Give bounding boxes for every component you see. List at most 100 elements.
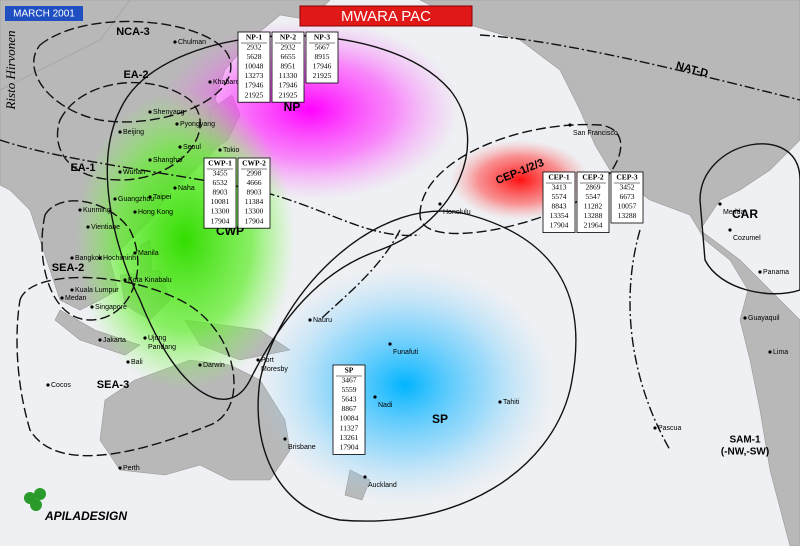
region-label: NP [284, 100, 301, 114]
frequency: 13273 [245, 71, 264, 80]
city-dot [175, 122, 179, 126]
city-label: Naha [178, 185, 195, 192]
city-dot [118, 170, 122, 174]
frequency: 17904 [340, 443, 359, 452]
city-dot [113, 197, 117, 201]
city-label: Merida [723, 209, 745, 216]
city-label: Jakarta [103, 337, 126, 344]
city-label: Wuhan [123, 169, 145, 176]
city-label: Bangkok [75, 255, 103, 262]
frequency: 8903 [247, 188, 262, 197]
city-label: Tahiti [503, 399, 520, 406]
city-label: Hong Kong [138, 209, 173, 216]
table-header: CEP-1 [548, 173, 569, 182]
frequency: 5667 [315, 42, 330, 51]
city-label: Pyongyang [180, 121, 215, 128]
city-label: Port [261, 357, 274, 364]
city-dot [173, 40, 177, 44]
city-label: Guayaquil [748, 315, 780, 322]
city-dot [148, 158, 152, 162]
frequency: 13288 [618, 211, 637, 220]
city-dot [256, 358, 260, 362]
city-dot [173, 186, 177, 190]
frequency: 5559 [342, 385, 357, 394]
frequency: 13261 [340, 433, 359, 442]
table-header: CWP-2 [242, 159, 266, 168]
frequency: 21925 [313, 71, 332, 80]
city-label: Darwin [203, 362, 225, 369]
city-label: Kota Kinabalu [128, 277, 172, 284]
city-dot [438, 202, 442, 206]
frequency: 8915 [315, 52, 330, 61]
region-label: SAM-1 [729, 435, 761, 446]
city-label: Brisbane [288, 444, 316, 451]
frequency: 5547 [586, 192, 601, 201]
city-dot [218, 148, 222, 152]
city-dot [198, 363, 202, 367]
table-header: CWP-1 [208, 159, 232, 168]
table-header: CEP-3 [616, 173, 637, 182]
frequency: 10084 [340, 414, 359, 423]
city-label: Guangzhou [118, 196, 154, 203]
table-box [237, 31, 271, 103]
logo: APILADESIGN [44, 509, 127, 523]
city-dot [70, 256, 74, 260]
table-box [271, 31, 305, 103]
city-dot [70, 288, 74, 292]
frequency: 21925 [245, 90, 264, 99]
city-label: Khabarovsk [213, 79, 250, 86]
frequency: 13300 [211, 207, 230, 216]
city-dot [78, 208, 82, 212]
city-label: Seoul [183, 144, 201, 151]
frequency: 17904 [550, 221, 569, 230]
frequency: 13288 [584, 211, 603, 220]
city-dot [308, 318, 312, 322]
city-label: Panama [763, 269, 789, 276]
city-dot [208, 80, 212, 84]
city-label: Medan [65, 295, 87, 302]
city-label: Singapore [95, 304, 127, 311]
city-dot [86, 225, 90, 229]
city-dot [148, 195, 152, 199]
title-badge [299, 5, 473, 27]
frequency: 4666 [247, 178, 262, 187]
table-box [610, 171, 644, 224]
city-dot [388, 342, 392, 346]
city-label: Bali [131, 359, 143, 366]
city-dot [363, 475, 367, 479]
city-dot [143, 336, 147, 340]
city-dot [133, 210, 137, 214]
frequency: 8903 [213, 188, 228, 197]
city-dot [123, 278, 127, 282]
city-label: Kuala Lumpur [75, 287, 119, 294]
city-dot [118, 130, 122, 134]
city-label: Pandang [148, 344, 176, 351]
frequency: 21925 [279, 90, 298, 99]
frequency: 11327 [340, 423, 359, 432]
frequency: 8951 [281, 62, 296, 71]
frequency: 3413 [552, 182, 567, 191]
city-label: Shanghai [153, 157, 183, 164]
region-label: SEA-3 [97, 379, 129, 391]
frequency: 10048 [245, 62, 264, 71]
city-dot [98, 256, 102, 260]
frequency: 17946 [245, 81, 264, 90]
city-dot [498, 400, 502, 404]
city-label: Nauru [313, 317, 332, 324]
city-label: Hochiminh [103, 255, 136, 262]
frequency: 2932 [281, 42, 296, 51]
frequency: 5628 [247, 52, 262, 61]
city-label: Auckland [368, 482, 397, 489]
city-dot [728, 228, 732, 232]
author: Risto Hirvonen [3, 30, 18, 110]
city-dot [768, 350, 772, 354]
city-dot [133, 251, 137, 255]
frequency: 2869 [586, 182, 601, 191]
city-label: Chulman [178, 39, 206, 46]
frequency: 5574 [552, 192, 567, 201]
